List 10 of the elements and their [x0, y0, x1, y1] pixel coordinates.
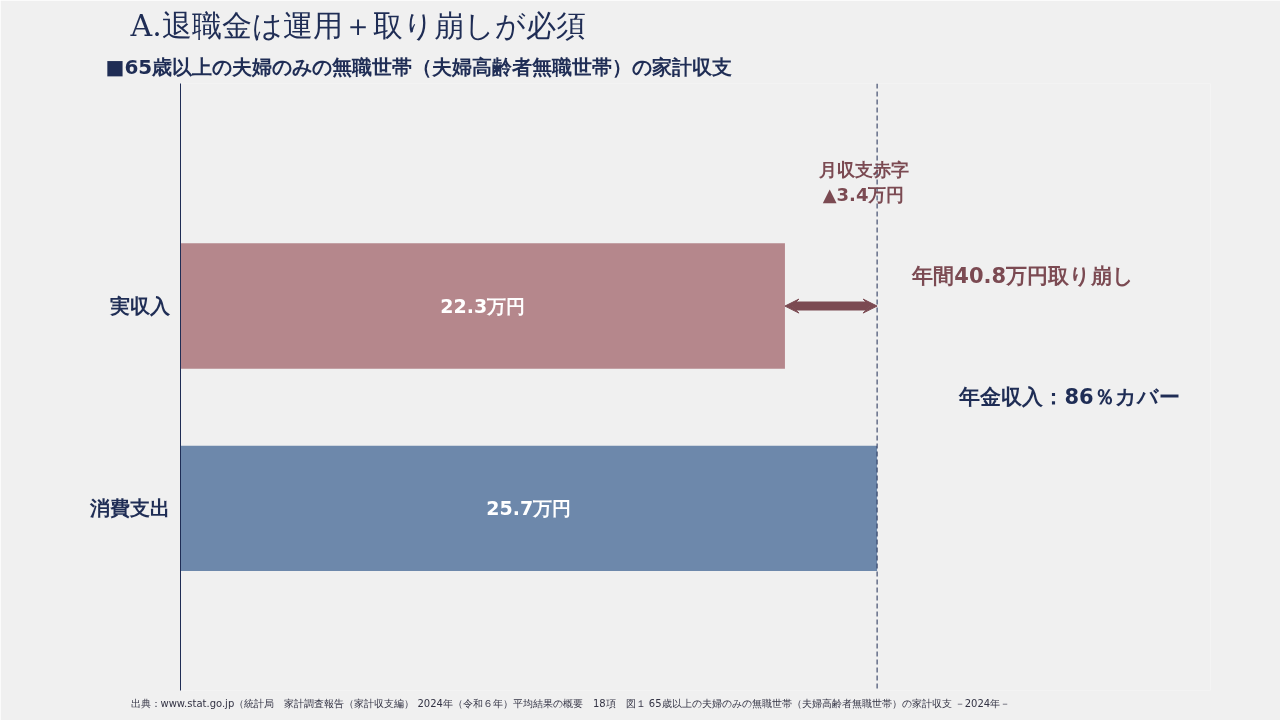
source-note: 出典：www.stat.go.jp（統計局 家計調査報告（家計収支編） 2024年（令和６年）平均結果の概要 18項 図１ 65歳以上の夫婦のみの無職世帯（夫婦高齢者無職世帯）の家計収支 －2024年－	[130, 697, 1011, 709]
y-tick-label: 実収入	[108, 294, 171, 319]
y-tick-label: 消費支出	[88, 496, 170, 521]
chart-title: A.退職金は運用＋取り崩しが必須	[129, 7, 586, 43]
chart-subtitle: ■65歳以上の夫婦のみの無職世帯（夫婦高齢者無職世帯）の家計収支	[105, 54, 733, 79]
annotation: 年間40.8万円取り崩し	[911, 263, 1135, 288]
data-label: 22.3万円	[440, 295, 526, 318]
annotation: 月収支赤字 ▲3.4万円	[817, 158, 909, 205]
annotation: 年金収入：86％カバー	[958, 385, 1180, 410]
data-label: 25.7万円	[486, 497, 572, 520]
